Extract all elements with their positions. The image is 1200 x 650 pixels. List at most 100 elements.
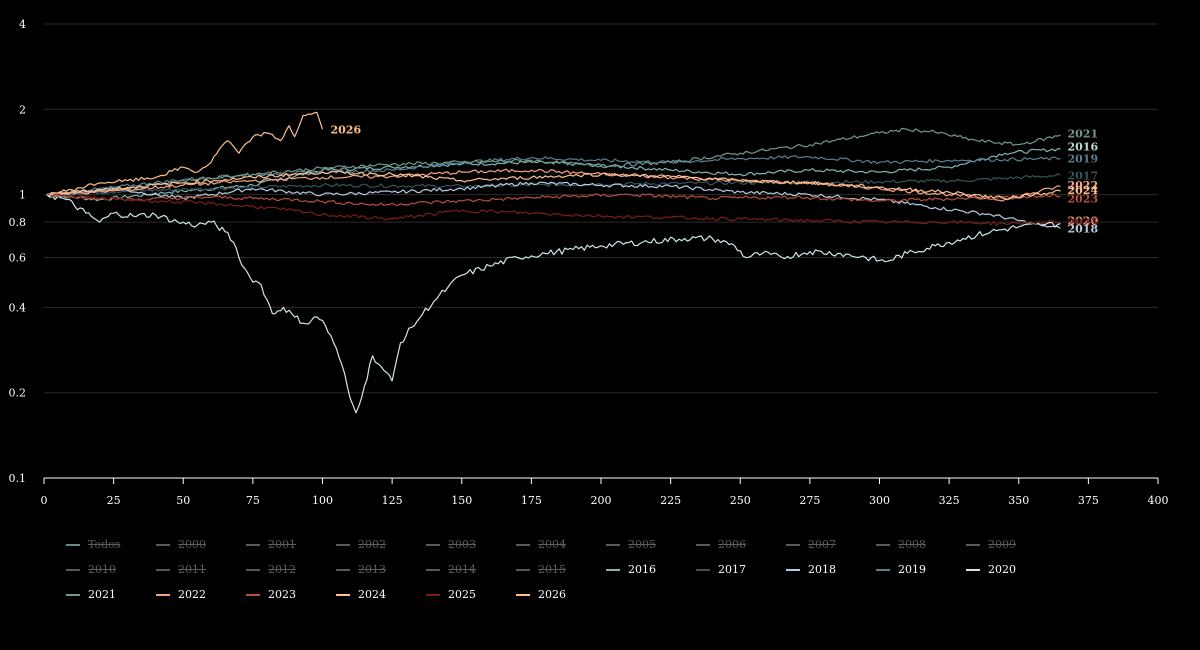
legend-item-todos[interactable]: Todos [66,538,156,551]
end-label-2023: 2023 [1067,192,1098,205]
legend-row: 2010 2011 2012 2013 2014 2015 2016 2017 2018 2019… [66,557,1166,582]
series-line-2025 [46,193,1061,226]
x-tick-label: 100 [312,494,333,507]
legend-item-2012[interactable]: 2012 [246,563,336,576]
legend-row: Todos 2000 2001 2002 2003 2004 2005 2006 2007 200… [66,532,1166,557]
legend-item-2018[interactable]: 2018 [786,563,876,576]
x-tick-label: 275 [799,494,820,507]
series-line-2016 [46,148,1061,202]
legend-swatch [246,593,260,596]
legend-item-2022[interactable]: 2022 [156,588,246,601]
legend-label: 2015 [538,563,566,576]
x-tick-label: 300 [869,494,890,507]
legend-swatch [696,543,710,546]
legend-swatch [606,543,620,546]
legend-item-2017[interactable]: 2017 [696,563,786,576]
legend-label: 2009 [988,538,1016,551]
legend-swatch [876,543,890,546]
x-tick-label: 0 [41,494,48,507]
legend-item-2016[interactable]: 2016 [606,563,696,576]
series-line-2022 [46,168,1061,202]
legend-item-2005[interactable]: 2005 [606,538,696,551]
end-label-2016: 2016 [1067,140,1098,153]
legend-item-2026[interactable]: 2026 [516,588,606,601]
legend-label: 2012 [268,563,296,576]
legend-item-2020[interactable]: 2020 [966,563,1056,576]
legend-label: 2008 [898,538,926,551]
legend-row: 2021 2022 2023 2024 2025 2026 [66,582,1166,607]
end-label-2019: 2019 [1067,153,1098,166]
legend-label: 2007 [808,538,836,551]
legend-label: 2021 [88,588,116,601]
legend-label: 2014 [448,563,476,576]
legend-swatch [426,593,440,596]
legend-swatch [426,568,440,571]
x-tick-label: 325 [939,494,960,507]
legend-label: 2002 [358,538,386,551]
legend-label: 2016 [628,563,656,576]
legend-swatch [516,568,530,571]
legend-label: 2024 [358,588,386,601]
series-line-2026 [46,111,324,197]
legend-swatch [516,543,530,546]
legend-item-2019[interactable]: 2019 [876,563,966,576]
x-tick-label: 400 [1148,494,1169,507]
legend-item-2015[interactable]: 2015 [516,563,606,576]
y-tick-label: 0.6 [9,251,27,264]
legend-item-2023[interactable]: 2023 [246,588,336,601]
end-label-2022: 2022 [1067,179,1098,192]
y-tick-label: 0.8 [9,216,27,229]
x-tick-label: 125 [382,494,403,507]
legend-item-2003[interactable]: 2003 [426,538,516,551]
x-tick-label: 200 [591,494,612,507]
legend-item-2010[interactable]: 2010 [66,563,156,576]
legend-swatch [966,543,980,546]
legend-item-2008[interactable]: 2008 [876,538,966,551]
legend-item-2004[interactable]: 2004 [516,538,606,551]
series-line-2018 [46,181,1061,229]
legend-item-2011[interactable]: 2011 [156,563,246,576]
x-axis: 0 25 50 75 100 125 150 175 200 225 250 275 300 325 350… [41,477,1169,507]
x-tick-label: 150 [451,494,472,507]
legend-label: 2011 [178,563,206,576]
series-line-2020 [46,194,1061,414]
legend-label: 2023 [268,588,296,601]
end-label-2017: 2017 [1067,169,1098,182]
legend-label: 2022 [178,588,206,601]
legend-item-2001[interactable]: 2001 [246,538,336,551]
legend-swatch [156,568,170,571]
end-label-2021: 2021 [1067,128,1098,141]
legend-item-2000[interactable]: 2000 [156,538,246,551]
x-tick-label: 75 [246,494,260,507]
legend-item-2013[interactable]: 2013 [336,563,426,576]
legend-item-2024[interactable]: 2024 [336,588,426,601]
legend-swatch [516,593,530,596]
legend-item-2014[interactable]: 2014 [426,563,516,576]
x-tick-label: 175 [521,494,542,507]
legend-swatch [426,543,440,546]
legend-item-2009[interactable]: 2009 [966,538,1056,551]
annotation-label: 2026 [331,123,362,136]
legend-swatch [876,568,890,571]
x-tick-label: 50 [176,494,190,507]
legend-label: 2025 [448,588,476,601]
legend-item-2002[interactable]: 2002 [336,538,426,551]
legend: Todos 2000 2001 2002 2003 2004 2005 2006 2007 200… [66,532,1166,607]
legend-swatch [246,568,260,571]
legend-swatch [156,543,170,546]
y-tick-label: 0.1 [9,472,27,485]
legend-label: 2000 [178,538,206,551]
legend-label: 2005 [628,538,656,551]
legend-label: 2020 [988,563,1016,576]
legend-label: 2017 [718,563,746,576]
x-tick-label: 25 [107,494,121,507]
legend-swatch [66,593,80,596]
legend-swatch [336,568,350,571]
x-tick-label: 225 [660,494,681,507]
legend-item-2006[interactable]: 2006 [696,538,786,551]
legend-label: 2013 [358,563,386,576]
legend-item-2007[interactable]: 2007 [786,538,876,551]
legend-item-2025[interactable]: 2025 [426,588,516,601]
legend-item-2021[interactable]: 2021 [66,588,156,601]
